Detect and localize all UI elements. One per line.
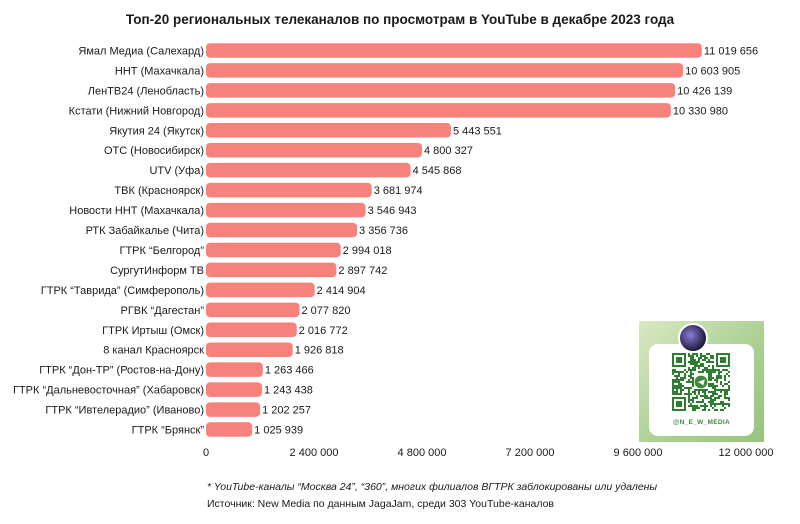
x-tick-label: 0 [203,447,209,459]
value-label: 10 426 139 [677,85,732,97]
bar [206,242,341,258]
bar [206,222,358,238]
value-label: 2 077 820 [302,305,351,317]
category-label: ОТС (Новосибирск) [104,145,204,157]
bar [206,382,262,397]
category-label: СургутИнформ ТВ [110,265,204,277]
category-label: ГТРК “Брянск” [132,425,205,437]
bar [206,362,263,377]
bar [206,63,684,78]
category-label: ГТРК “Таврида” (Симферополь) [41,285,204,297]
qr-handle: @N_E_W_MEDIA [673,419,730,426]
value-label: 4 545 868 [413,165,462,177]
category-label: ГТРК “Дон-ТР” (Ростов-на-Дону) [39,365,204,377]
value-label: 1 202 257 [262,405,311,417]
x-tick-label: 9 600 000 [614,447,663,459]
category-label: Якутия 24 (Якутск) [109,125,204,137]
value-label: 10 330 980 [673,105,728,117]
value-label: 1 243 438 [264,385,313,397]
bar [206,302,300,318]
bar [206,262,337,278]
value-label: 5 443 551 [453,125,502,137]
qr-card-body: @N_E_W_MEDIA [649,344,754,436]
value-label: 2 897 742 [338,265,387,277]
source-note: Источник: New Media по данным JagaJam, с… [207,498,554,510]
value-label: 1 025 939 [254,425,303,437]
bar [206,402,261,417]
x-tick-label: 2 400 000 [290,447,339,459]
bar [206,422,253,437]
value-label: 10 603 905 [685,65,740,77]
bar [206,142,423,158]
category-label: ГТРК “Дальневосточная” (Хабаровск) [13,385,204,397]
bar [206,182,372,198]
bar [206,83,676,98]
category-label: UTV (Уфа) [149,165,204,177]
category-label: 8 канал Красноярск [103,345,204,357]
chart-title: Топ-20 региональных телеканалов по просм… [125,12,675,27]
category-label: ГТРК Иртыш (Омск) [102,325,204,337]
qr-code-icon [672,353,730,411]
category-label: Новости ННТ (Махачкала) [69,205,204,217]
footnote: * YouTube-каналы “Москва 24”, “360”, мно… [207,481,658,493]
category-label: ТВК (Красноярск) [114,185,204,197]
x-tick-label: 7 200 000 [506,447,555,459]
x-tick-label: 4 800 000 [398,447,447,459]
bar [206,202,366,218]
value-label: 2 994 018 [343,245,392,257]
bar [206,282,315,298]
qr-card[interactable]: @N_E_W_MEDIA [639,321,764,442]
category-label: Кстати (Нижний Новгород) [69,105,204,117]
value-label: 1 263 466 [265,365,314,377]
value-label: 4 800 327 [424,145,473,157]
category-label: РТК Забайкалье (Чита) [86,225,204,237]
category-label: Ямал Медиа (Салехард) [78,45,204,57]
bar [206,342,293,357]
value-label: 3 681 974 [374,185,423,197]
bar [206,43,702,58]
bar [206,162,411,178]
value-label: 3 356 736 [359,225,408,237]
category-label: ННТ (Махачкала) [115,65,204,77]
channel-avatar [678,323,708,353]
category-label: РГВК “Дагестан” [121,305,205,317]
bar-chart: Ямал Медиа (Салехард) 11 019 656 ННТ (Маха… [13,43,774,459]
value-label: 3 546 943 [368,205,417,217]
category-label: ЛенТВ24 (Ленобласть) [88,85,204,97]
x-tick-label: 12 000 000 [718,447,773,459]
category-label: ГТРК “Ивтелерадио” (Иваново) [45,405,204,417]
value-label: 11 019 656 [704,45,758,57]
value-label: 2 016 772 [299,325,348,337]
bar [206,322,297,338]
bar [206,123,451,138]
value-label: 1 926 818 [295,345,344,357]
category-label: ГТРК “Белгород” [120,245,205,257]
bar [206,103,671,118]
value-label: 2 414 904 [317,285,366,297]
